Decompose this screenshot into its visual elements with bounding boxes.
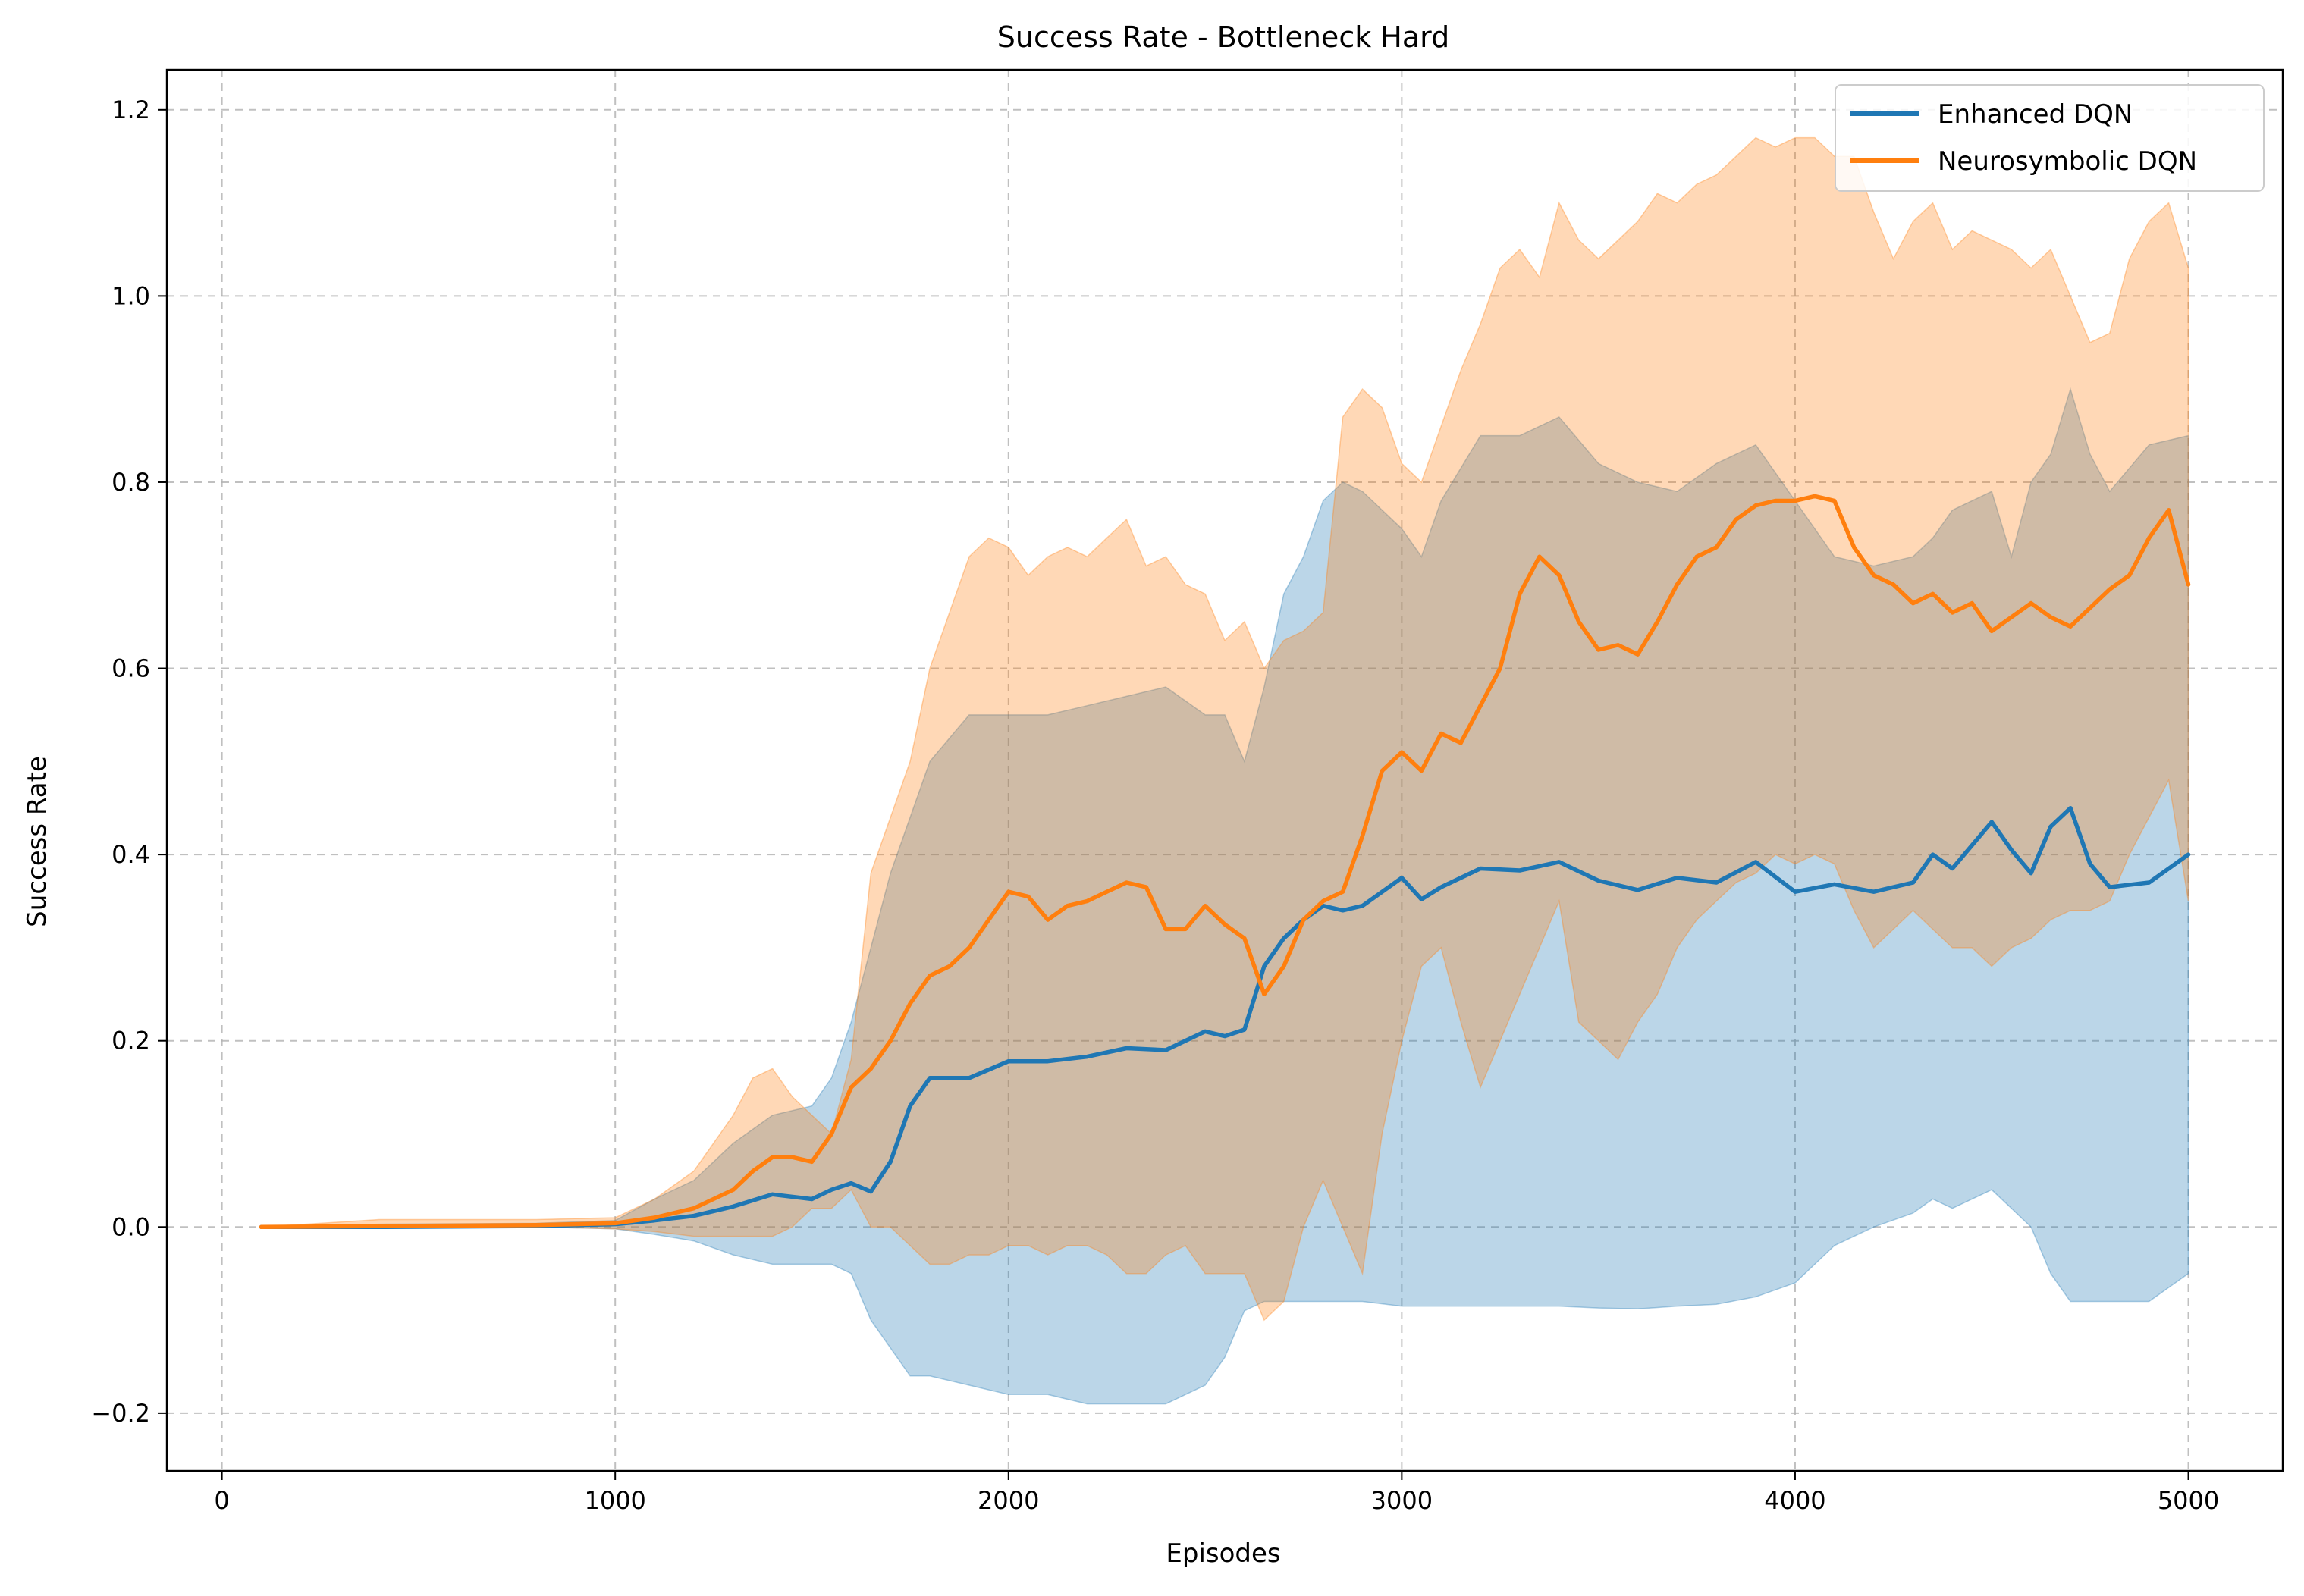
series-lines xyxy=(259,494,2191,1230)
grid xyxy=(167,70,2283,1471)
legend-frame xyxy=(1835,84,2265,192)
y-tick-label: 0.0 xyxy=(111,1212,150,1241)
y-tick-label: 0.6 xyxy=(111,654,150,683)
chart-title: Success Rate - Bottleneck Hard xyxy=(997,20,1449,54)
y-axis-label: Success Rate xyxy=(22,756,52,927)
y-tick-label: 0.4 xyxy=(111,840,150,869)
line-neurosymbolic-dqn xyxy=(259,494,2191,1230)
plot-frame xyxy=(165,68,2284,1472)
y-tick-label: −0.2 xyxy=(91,1399,150,1428)
x-tick-label: 0 xyxy=(214,1486,229,1515)
x-axis-label: Episodes xyxy=(1166,1538,1280,1569)
legend-label-neurosymbolic-dqn: Neurosymbolic DQN xyxy=(1938,146,2197,177)
y-tick-label: 1.0 xyxy=(111,281,150,310)
line-enhanced-dqn xyxy=(259,805,2191,1230)
y-tick-label: 1.2 xyxy=(111,96,150,124)
x-tick-label: 2000 xyxy=(978,1486,1039,1515)
y-axis: −0.2 0.0 0.2 0.4 0.6 0.8 1.0 1.2 xyxy=(91,96,167,1428)
x-axis: 0 1000 2000 3000 4000 5000 xyxy=(214,1471,2219,1515)
x-tick-label: 4000 xyxy=(1764,1486,1825,1515)
x-tick-label: 5000 xyxy=(2158,1486,2219,1515)
x-tick-label: 3000 xyxy=(1371,1486,1433,1515)
y-tick-label: 0.2 xyxy=(111,1027,150,1055)
legend: Enhanced DQN Neurosymbolic DQN xyxy=(1835,84,2265,192)
legend-label-enhanced-dqn: Enhanced DQN xyxy=(1938,99,2133,130)
y-tick-label: 0.8 xyxy=(111,468,150,497)
confidence-bands xyxy=(261,136,2189,1405)
x-tick-label: 1000 xyxy=(584,1486,645,1515)
